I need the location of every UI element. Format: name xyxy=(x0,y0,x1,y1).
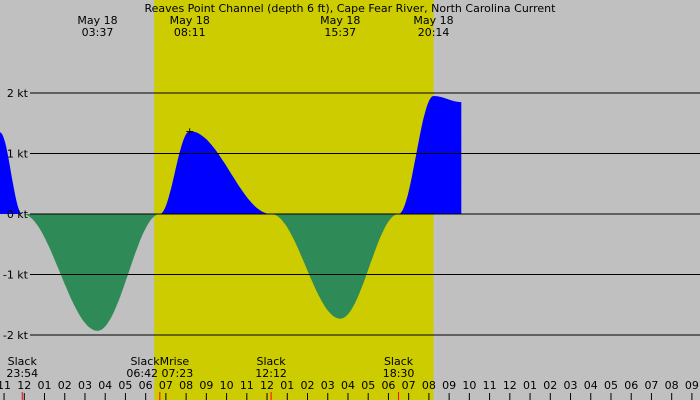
event-label: Slack xyxy=(8,355,38,368)
x-tick-label: 03 xyxy=(564,379,578,392)
event-time: 18:30 xyxy=(383,367,415,380)
x-tick-label: 11 xyxy=(483,379,497,392)
x-tick-label: 05 xyxy=(118,379,132,392)
x-tick-label: 06 xyxy=(624,379,638,392)
flood-area xyxy=(159,131,272,214)
x-tick-label: 11 xyxy=(240,379,254,392)
x-tick-label: 02 xyxy=(58,379,72,392)
top-date-label: May 18 xyxy=(77,14,117,27)
event-time: 23:54 xyxy=(6,367,38,380)
x-tick-label: 07 xyxy=(159,379,173,392)
ebb-area xyxy=(272,214,398,319)
top-time-label: 15:37 xyxy=(324,26,356,39)
x-tick-label: 07 xyxy=(402,379,416,392)
event-time: 06:42 07:23 xyxy=(126,367,193,380)
x-tick-label: 03 xyxy=(78,379,92,392)
x-tick-label: 09 xyxy=(685,379,699,392)
event-time: 12:12 xyxy=(255,367,287,380)
y-tick-label: -2 kt xyxy=(3,329,29,342)
x-tick-label: 04 xyxy=(98,379,112,392)
x-tick-label: 01 xyxy=(523,379,537,392)
top-time-label: 20:14 xyxy=(418,26,450,39)
top-date-label: May 18 xyxy=(413,14,453,27)
x-tick-label: 04 xyxy=(584,379,598,392)
x-tick-label: 01 xyxy=(38,379,52,392)
x-tick-label: 11 xyxy=(0,379,11,392)
x-tick-label: 08 xyxy=(665,379,679,392)
x-tick-label: 09 xyxy=(442,379,456,392)
x-tick-label: 03 xyxy=(321,379,335,392)
x-tick-label: 06 xyxy=(139,379,153,392)
y-tick-label: 2 kt xyxy=(7,87,29,100)
x-tick-label: 06 xyxy=(381,379,395,392)
x-tick-label: 12 xyxy=(17,379,31,392)
x-tick-label: 12 xyxy=(260,379,274,392)
top-time-label: 03:37 xyxy=(82,26,114,39)
x-tick-label: 08 xyxy=(179,379,193,392)
max-marker: + xyxy=(185,125,194,138)
x-tick-label: 07 xyxy=(644,379,658,392)
y-tick-label: -1 kt xyxy=(3,269,29,282)
event-label: SlackMrise xyxy=(130,355,189,368)
ebb-area xyxy=(23,214,159,331)
x-tick-label: 04 xyxy=(341,379,355,392)
y-tick-label: 0 kt xyxy=(7,208,29,221)
top-date-label: May 18 xyxy=(320,14,360,27)
event-label: Slack xyxy=(256,355,286,368)
x-tick-label: 09 xyxy=(199,379,213,392)
chart-title: Reaves Point Channel (depth 6 ft), Cape … xyxy=(145,2,557,15)
x-tick-label: 02 xyxy=(543,379,557,392)
current-area-layer xyxy=(0,96,462,331)
top-time-label: 08:11 xyxy=(174,26,206,39)
label-layer: 2 kt 1 kt 0 kt -1 kt -2 kt 11 12 01 02 03 04 05 06 07… xyxy=(0,14,699,392)
x-tick-label: 01 xyxy=(280,379,294,392)
flood-area xyxy=(398,96,462,214)
x-tick-label: 10 xyxy=(220,379,234,392)
x-tick-label: 08 xyxy=(422,379,436,392)
grid-layer xyxy=(3,92,700,400)
x-tick-label: 05 xyxy=(361,379,375,392)
x-tick-label: 12 xyxy=(503,379,517,392)
x-tick-label: 05 xyxy=(604,379,618,392)
x-tick-label: 02 xyxy=(301,379,315,392)
y-tick-label: 1 kt xyxy=(7,148,29,161)
x-tick-label: 10 xyxy=(462,379,476,392)
event-label: Slack xyxy=(384,355,414,368)
flood-area xyxy=(0,132,23,214)
top-date-label: May 18 xyxy=(170,14,210,27)
